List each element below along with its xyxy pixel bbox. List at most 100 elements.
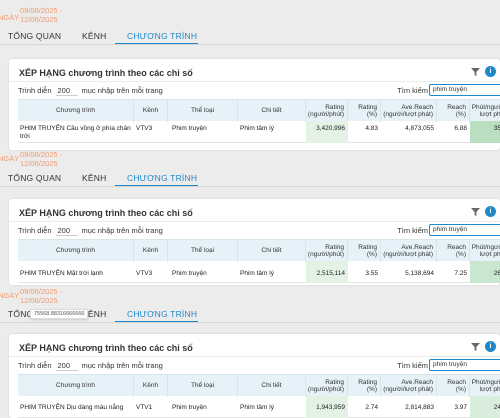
col-min-per[interactable]: Phút/người/ lượt phát	[470, 100, 500, 122]
highlight-rating	[306, 396, 348, 418]
tab-bar: TỔNG QUAN KÊNH CHƯƠNG TRÌNH	[0, 173, 500, 189]
col-program[interactable]: Chương trình	[18, 100, 134, 122]
info-icon[interactable]: i	[485, 66, 496, 77]
col-genre[interactable]: Thể loại	[168, 100, 238, 122]
col-genre[interactable]: Thể loại	[168, 375, 238, 397]
ranking-card: XẾP HẠNG chương trình theo các chỉ số i …	[9, 199, 500, 285]
cell-reach-pct: 3.97	[454, 404, 467, 411]
cell-reach: 5,138,694	[405, 270, 434, 277]
table-header: Chương trình Kênh Thể loại Chi tiết Rati…	[18, 374, 500, 397]
page-size-control: Trình diễn 200 mục nhập trên mỗi trang	[18, 361, 163, 371]
date-to: 12/06/2025	[20, 296, 58, 305]
ranking-card: XẾP HẠNG chương trình theo các chỉ số i …	[9, 334, 500, 418]
cell-rating: 3,420,996	[316, 125, 345, 132]
tab-divider	[0, 322, 500, 323]
dashboard-frame: NGÀY 09/06/2025 - 12/06/2025 TỔNG QUAN K…	[0, 140, 500, 285]
cell-program: PHIM TRUYỆN Mặt trời lạnh	[20, 270, 103, 277]
cell-detail: Phim tâm lý	[240, 125, 274, 132]
highlight-min-per	[470, 396, 500, 418]
cell-reach: 2,814,883	[405, 404, 434, 411]
tab-bar: TỔNG QUAN KÊNH CHƯƠNG TRÌNH	[0, 31, 500, 47]
cell-channel: VTV3	[136, 270, 153, 277]
search-input[interactable]: phim truyện	[429, 84, 500, 96]
page-size-select[interactable]: 200	[55, 226, 78, 236]
cell-min-per: 24.34	[493, 404, 500, 411]
col-reach-pct[interactable]: Reach (%)	[437, 100, 470, 122]
col-channel[interactable]: Kênh	[134, 240, 168, 262]
date-to: 12/06/2025	[20, 159, 58, 168]
cell-program: PHIM TRUYỆN Dịu dàng màu nắng	[20, 404, 124, 411]
tab-program[interactable]: CHƯƠNG TRÌNH	[127, 31, 198, 41]
cell-reach-pct: 6.88	[454, 125, 467, 132]
filter-icon[interactable]	[471, 343, 480, 351]
filter-icon[interactable]	[471, 208, 480, 216]
date-to: 12/06/2025	[20, 15, 58, 24]
col-reach-pct[interactable]: Reach (%)	[437, 375, 470, 397]
tab-program[interactable]: CHƯƠNG TRÌNH	[127, 309, 198, 319]
col-rating[interactable]: Rating (người/phút)	[306, 100, 348, 122]
col-reach[interactable]: Ave.Reach (người/lượt phát)	[381, 375, 437, 397]
tab-channel[interactable]: KÊNH	[82, 31, 107, 41]
col-rating-pct[interactable]: Rating (%)	[348, 100, 381, 122]
cell-genre: Phim truyện	[172, 125, 207, 132]
cell-channel: VTV1	[136, 404, 153, 411]
search-label: Tìm kiếm	[397, 226, 428, 235]
cell-detail: Phim tâm lý	[240, 270, 274, 277]
col-channel[interactable]: Kênh	[134, 100, 168, 122]
col-rating[interactable]: Rating (người/phút)	[306, 240, 348, 262]
cell-genre: Phim truyện	[172, 270, 207, 277]
col-min-per[interactable]: Phút/người/ lượt phát	[470, 375, 500, 397]
tab-channel[interactable]: KÊNH	[82, 309, 107, 319]
col-program[interactable]: Chương trình	[18, 375, 134, 397]
page-size-control: Trình diễn 200 mục nhập trên mỗi trang	[18, 86, 163, 96]
highlight-min-per	[470, 121, 500, 143]
tab-overview[interactable]: TỔNG QUAN	[8, 31, 62, 41]
tab-program[interactable]: CHƯƠNG TRÌNH	[127, 173, 198, 183]
search-input[interactable]: phim truyện	[429, 359, 500, 371]
col-rating-pct[interactable]: Rating (%)	[348, 240, 381, 262]
page-size-select[interactable]: 200	[55, 86, 78, 96]
active-tab-indicator	[115, 321, 198, 323]
col-program[interactable]: Chương trình	[18, 240, 134, 262]
dashboard-frame: NGÀY 09/06/2025 - 12/06/2025 TỔNG QUAN K…	[0, 285, 500, 418]
search-input[interactable]: phim truyện	[429, 224, 500, 236]
tab-channel[interactable]: KÊNH	[82, 173, 107, 183]
show-label: Trình diễn	[18, 226, 52, 235]
page-size-select[interactable]: 200	[55, 361, 78, 371]
cell-detail: Phim tâm lý	[240, 404, 274, 411]
cell-reach-pct: 7.25	[454, 270, 467, 277]
search-label: Tìm kiếm	[397, 86, 428, 95]
col-min-per[interactable]: Phút/người/ lượt phát	[470, 240, 500, 262]
card-divider	[9, 356, 500, 357]
filter-icon[interactable]	[471, 68, 480, 76]
date-from: 09/06/2025 -	[20, 6, 63, 15]
date-prefix: NGÀY	[0, 13, 20, 22]
info-icon[interactable]: i	[485, 341, 496, 352]
card-title: XẾP HẠNG chương trình theo các chỉ số	[19, 68, 193, 78]
col-detail[interactable]: Chi tiết	[238, 100, 306, 122]
cell-rating: 2,515,114	[316, 270, 345, 277]
col-reach[interactable]: Ave.Reach (người/lượt phát)	[381, 240, 437, 262]
date-prefix: NGÀY	[0, 154, 20, 163]
col-reach[interactable]: Ave.Reach (người/lượt phát)	[381, 100, 437, 122]
date-range: NGÀY 09/06/2025 - 12/06/2025	[0, 6, 63, 24]
date-range: NGÀY 09/06/2025 - 12/06/2025	[0, 287, 63, 305]
table-header: Chương trình Kênh Thể loại Chi tiết Rati…	[18, 239, 500, 262]
col-rating[interactable]: Rating (người/phút)	[306, 375, 348, 397]
col-genre[interactable]: Thể loại	[168, 240, 238, 262]
col-reach-pct[interactable]: Reach (%)	[437, 240, 470, 262]
col-channel[interactable]: Kênh	[134, 375, 168, 397]
tab-overview[interactable]: TỔNG QUAN	[8, 173, 62, 183]
col-detail[interactable]: Chi tiết	[238, 240, 306, 262]
col-rating-pct[interactable]: Rating (%)	[348, 375, 381, 397]
cell-reach: 4,873,055	[405, 125, 434, 132]
info-icon[interactable]: i	[485, 206, 496, 217]
table-row[interactable]: PHIM TRUYỆN Mặt trời lạnh VTV3 Phim truy…	[18, 261, 500, 283]
table-row[interactable]: PHIM TRUYỆN Dịu dàng màu nắng VTV1 Phim …	[18, 396, 500, 418]
col-detail[interactable]: Chi tiết	[238, 375, 306, 397]
table-row[interactable]: PHIM TRUYỆN Cầu vồng ở phía chân trời VT…	[18, 121, 500, 143]
date-from: 09/06/2025 -	[20, 287, 63, 296]
cell-min-per: 35.10	[493, 125, 500, 132]
cell-program: PHIM TRUYỆN Cầu vồng ở phía chân trời	[20, 125, 131, 140]
per-page-label: mục nhập trên mỗi trang	[81, 361, 163, 370]
